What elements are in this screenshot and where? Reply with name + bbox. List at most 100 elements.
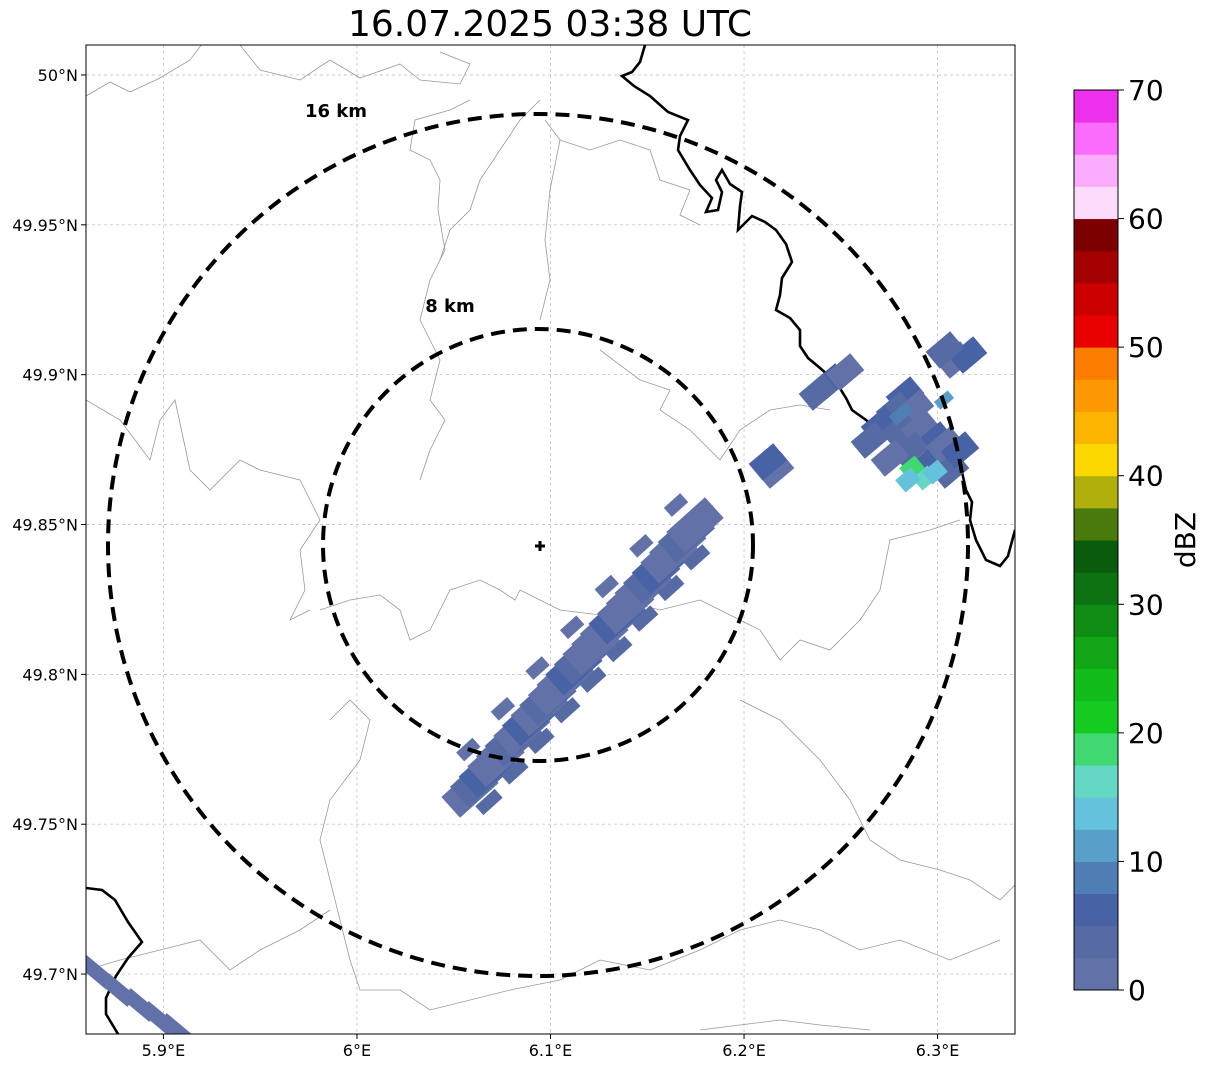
colorbar-tick-label: 10 — [1128, 845, 1164, 878]
colorbar-cell — [1074, 90, 1118, 123]
colorbar-tick-label: 50 — [1128, 331, 1164, 364]
colorbar-cell — [1074, 122, 1118, 155]
lon-tick-label: 6.2°E — [722, 1041, 766, 1060]
colorbar-cell — [1074, 604, 1118, 637]
admin-boundaries — [86, 45, 1015, 1031]
boundary-line — [539, 119, 561, 321]
echo-cell — [850, 421, 890, 459]
colorbar-cell — [1074, 250, 1118, 284]
colorbar-cell — [1074, 507, 1118, 541]
echo-cell — [925, 426, 965, 464]
radar-echoes — [86, 331, 988, 1034]
echo-cell — [895, 467, 921, 493]
colorbar-frame — [1073, 89, 1119, 991]
echo-cell — [525, 656, 550, 680]
lat-tick-label: 50°N — [38, 66, 78, 85]
colorbar-cell — [1074, 443, 1118, 477]
range-label-8km: 8 km — [425, 296, 475, 317]
boundary-line — [739, 699, 1015, 901]
boundary-line — [86, 399, 321, 621]
colorbar-cell — [1074, 797, 1118, 830]
echo-cell — [475, 788, 503, 816]
colorbar-cell — [1074, 636, 1118, 670]
echo-cell — [940, 431, 980, 469]
colorbar-tick-label: 40 — [1128, 460, 1164, 493]
echo-cell — [798, 373, 838, 411]
boundary-line — [599, 349, 831, 461]
lat-tick-label: 49.8°N — [22, 665, 78, 684]
lat-tick-label: 49.95°N — [12, 216, 78, 235]
map-title: 16.07.2025 03:38 UTC — [347, 4, 753, 45]
colorbar-cell — [1074, 347, 1118, 380]
colorbar-cell — [1074, 957, 1118, 991]
echo-cell — [157, 1013, 195, 1034]
range-rings — [106, 112, 970, 978]
echo-cell — [748, 443, 788, 481]
colorbar-cell — [1074, 572, 1118, 605]
boundary-line — [86, 45, 202, 97]
boundary-line — [719, 519, 961, 661]
colorbar-cell — [1074, 218, 1118, 252]
colorbar-cell — [1074, 765, 1118, 798]
echo-cell — [629, 533, 654, 558]
colorbar-cell — [1074, 668, 1118, 702]
colorbar-cell — [1074, 379, 1118, 412]
echo-cell — [631, 605, 659, 632]
colorbar-cell — [1074, 925, 1118, 959]
colorbar-tick-label: 20 — [1128, 717, 1164, 750]
echo-cell — [666, 497, 724, 553]
lat-tick-label: 49.9°N — [22, 366, 78, 385]
latitude-labels: 50°N 49.95°N 49.9°N 49.85°N 49.8°N 49.75°N 49.… — [12, 66, 86, 984]
lat-tick-label: 49.7°N — [22, 965, 78, 984]
echo-cell — [594, 574, 619, 599]
colorbar-tick-label: 0 — [1128, 974, 1146, 1007]
colorbar-cell — [1074, 475, 1118, 509]
echo-cell — [925, 331, 965, 369]
echo-cell — [880, 411, 920, 449]
colorbar-cell — [1074, 154, 1118, 187]
colorbar-label: dBZ — [1169, 512, 1202, 568]
echo-cell — [605, 635, 633, 663]
range-label-16km: 16 km — [305, 101, 367, 122]
range-ring-16km — [106, 112, 970, 978]
range-ring-8km — [321, 327, 755, 763]
border-line — [86, 886, 144, 1034]
longitude-labels: 5.9°E 6°E 6.1°E 6.2°E 6.3°E — [142, 1034, 960, 1060]
echo-cell — [922, 459, 948, 485]
echo-cell — [683, 544, 711, 571]
colorbar-cell — [1074, 315, 1118, 348]
lon-tick-label: 6.1°E — [529, 1041, 573, 1060]
echo-cell — [825, 353, 865, 391]
colorbar-tick-label: 70 — [1128, 74, 1164, 107]
radar-site-marker — [535, 541, 545, 551]
colorbar-cell — [1074, 411, 1118, 445]
colorbar-tick-label: 30 — [1128, 588, 1164, 621]
lon-tick-label: 6.3°E — [916, 1041, 960, 1060]
echo-cell — [490, 697, 516, 721]
echo-cell — [663, 493, 689, 517]
colorbar-cell — [1074, 861, 1118, 895]
boundary-line — [439, 99, 541, 261]
echo-cell — [948, 336, 988, 374]
boundary-line — [699, 1019, 871, 1031]
colorbar-cells — [1074, 90, 1118, 991]
colorbar-tick-label: 60 — [1128, 203, 1164, 236]
colorbar-cell — [1074, 700, 1118, 734]
boundary-line — [409, 99, 471, 481]
echo-cell — [559, 615, 585, 640]
colorbar-cell — [1074, 829, 1118, 862]
lon-tick-label: 5.9°E — [142, 1041, 186, 1060]
colorbar-ticks: 0 10 20 30 40 50 60 70 — [1118, 74, 1164, 1007]
colorbar-cell — [1074, 540, 1118, 573]
graticule-grid — [86, 45, 1015, 1034]
echo-cell — [657, 574, 685, 602]
boundary-line — [319, 699, 561, 1011]
echo-cell — [870, 439, 910, 477]
boundary-line — [239, 45, 471, 85]
echo-cell — [579, 666, 607, 693]
colorbar-cell — [1074, 732, 1118, 766]
echo-cell — [527, 727, 555, 755]
echo-cell — [501, 758, 529, 785]
